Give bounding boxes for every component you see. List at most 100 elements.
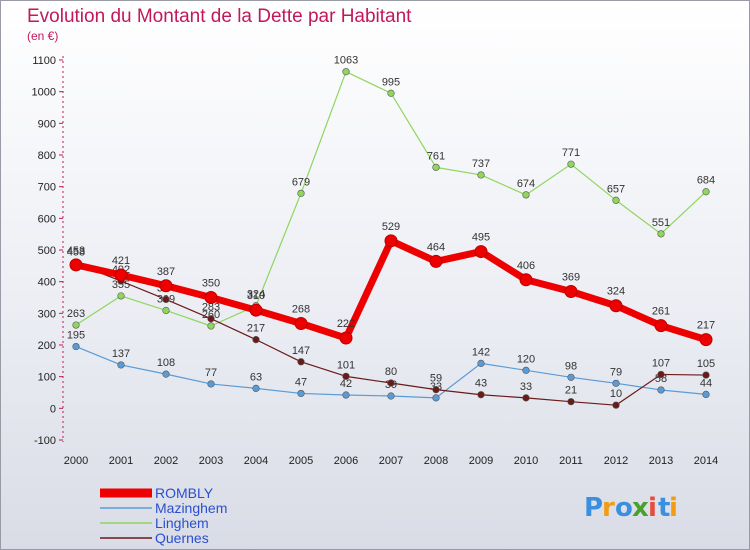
x-tick-label: 2000: [64, 455, 88, 467]
data-point: [162, 306, 170, 315]
data-label: 107: [652, 357, 670, 369]
data-label: 79: [610, 366, 622, 378]
data-point: [657, 230, 665, 238]
data-label: 260: [202, 309, 220, 321]
data-label: 495: [472, 232, 490, 244]
data-label: 217: [697, 320, 715, 332]
data-point: [612, 196, 620, 204]
y-tick-label: 500: [38, 245, 56, 257]
data-label: 268: [292, 303, 310, 315]
data-point: [252, 384, 260, 392]
x-tick-label: 2010: [514, 455, 538, 467]
data-point: [339, 331, 353, 345]
data-label: 261: [652, 306, 670, 318]
data-label: 108: [157, 357, 175, 369]
data-point: [477, 391, 485, 399]
data-point: [567, 398, 575, 406]
data-point: [207, 380, 215, 388]
chart-title: Evolution du Montant de la Dette par Hab…: [27, 6, 412, 27]
data-label: 147: [292, 345, 310, 357]
x-tick-label: 2008: [424, 455, 448, 467]
x-tick-label: 2006: [334, 455, 358, 467]
data-label: 679: [292, 176, 310, 188]
data-label: 33: [520, 381, 532, 393]
data-label: 771: [562, 147, 580, 159]
data-label: 283: [202, 302, 220, 314]
data-label: 80: [385, 366, 397, 378]
data-label: 77: [205, 367, 217, 379]
data-point: [297, 358, 305, 366]
data-point: [654, 319, 668, 333]
data-point: [297, 389, 305, 398]
data-label: 217: [247, 323, 265, 335]
data-point: [342, 372, 350, 380]
data-label: 142: [472, 346, 490, 358]
legend-label: Quernes: [155, 530, 209, 546]
data-point: [207, 315, 215, 323]
legend-label: ROMBLY: [155, 485, 214, 501]
data-label: 324: [607, 286, 625, 298]
data-label: 684: [697, 175, 715, 187]
y-tick-label: 1000: [32, 87, 56, 99]
data-label: 369: [562, 271, 580, 283]
x-tick-label: 2003: [199, 455, 223, 467]
y-tick-label: 1100: [32, 55, 56, 67]
data-point: [387, 379, 395, 387]
data-label: 995: [382, 76, 400, 88]
data-label: 406: [517, 260, 535, 272]
data-label: 105: [697, 358, 715, 370]
data-point: [72, 342, 80, 351]
x-tick-label: 2007: [379, 455, 403, 467]
data-point: [162, 370, 170, 378]
data-point: [69, 258, 83, 272]
series-rombly: 453 421 387 350 310 268 222 529 464 495 406 369 324 2…: [67, 221, 715, 347]
y-tick-label: 900: [38, 118, 56, 130]
data-point: [567, 160, 575, 168]
legend-label: Linghem: [155, 515, 209, 531]
data-label: 674: [517, 178, 535, 190]
data-label: 657: [607, 183, 625, 195]
data-point: [522, 394, 530, 402]
data-label: 464: [427, 241, 445, 253]
data-label: 263: [67, 308, 85, 320]
x-tick-label: 2011: [559, 455, 583, 467]
data-label: 453: [67, 245, 85, 257]
data-label: 529: [382, 221, 400, 233]
x-tick-label: 2002: [154, 455, 178, 467]
y-tick-label: -100: [34, 435, 56, 447]
data-label: 310: [247, 290, 265, 302]
data-label: 59: [430, 373, 442, 385]
series-layer: 1951371087763474239331421209879584426335…: [67, 55, 715, 409]
x-tick-label: 2009: [469, 455, 493, 467]
data-point: [162, 295, 170, 304]
y-tick-label: 400: [38, 277, 56, 289]
data-point: [342, 68, 350, 76]
data-label: 47: [295, 376, 307, 388]
data-label: 551: [652, 217, 670, 229]
data-label: 1063: [334, 55, 358, 67]
x-tick-label: 2013: [649, 455, 673, 467]
data-label: 195: [67, 330, 85, 342]
data-point: [432, 163, 440, 171]
data-point: [429, 254, 443, 268]
data-point: [114, 268, 128, 282]
data-label: 120: [517, 353, 535, 365]
data-point: [612, 379, 620, 387]
brand-letter: o: [615, 493, 633, 523]
data-label: 21: [565, 385, 577, 397]
data-point: [564, 284, 578, 298]
x-tick-label: 2014: [694, 455, 718, 467]
y-tick-label: 600: [38, 213, 56, 225]
series-quernes: 458402344283217147101805943332110107105: [67, 246, 715, 409]
data-label: 137: [112, 348, 130, 360]
data-label: 458: [67, 246, 85, 258]
brand-letter: i: [669, 493, 678, 523]
data-label: 42: [340, 378, 352, 390]
x-ticks: 2000 2001 2002 2003 2004 2005 2006 2007 2008 2009…: [64, 455, 718, 467]
data-point: [474, 245, 488, 259]
data-label: 222: [337, 318, 355, 330]
data-point: [387, 89, 395, 97]
y-tick-label: 200: [38, 340, 56, 352]
